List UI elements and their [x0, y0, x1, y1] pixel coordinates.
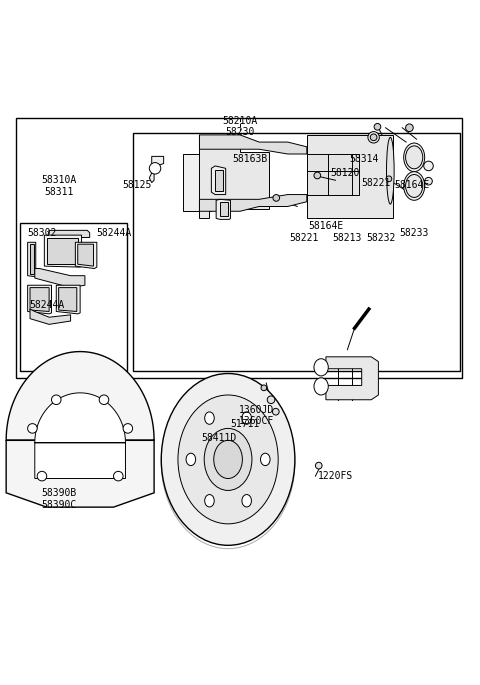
Circle shape — [123, 423, 132, 433]
Ellipse shape — [161, 373, 295, 545]
Circle shape — [315, 462, 322, 469]
Text: 58125: 58125 — [123, 180, 152, 190]
Bar — [307, 140, 390, 201]
Text: 58213: 58213 — [333, 233, 362, 242]
Polygon shape — [211, 166, 226, 195]
Ellipse shape — [178, 395, 278, 524]
Circle shape — [424, 161, 433, 171]
Polygon shape — [47, 238, 78, 264]
Bar — [20, 223, 127, 371]
Polygon shape — [6, 351, 154, 507]
Polygon shape — [30, 288, 49, 312]
Polygon shape — [220, 201, 228, 216]
Ellipse shape — [242, 495, 252, 507]
Circle shape — [114, 471, 123, 481]
Ellipse shape — [186, 453, 196, 466]
Ellipse shape — [314, 378, 328, 395]
Polygon shape — [48, 230, 90, 238]
Text: 58210A
58230: 58210A 58230 — [222, 116, 258, 138]
Circle shape — [267, 396, 275, 403]
Text: 1220FS: 1220FS — [318, 471, 353, 482]
Polygon shape — [326, 357, 378, 400]
Ellipse shape — [214, 440, 242, 479]
Polygon shape — [30, 309, 71, 325]
Text: 58314: 58314 — [349, 154, 379, 164]
Text: 58411D: 58411D — [201, 433, 236, 443]
Circle shape — [51, 395, 61, 405]
Polygon shape — [149, 156, 164, 183]
Text: 58390B
58390C: 58390B 58390C — [41, 488, 76, 510]
Polygon shape — [75, 242, 97, 269]
Circle shape — [273, 408, 279, 415]
Polygon shape — [59, 288, 77, 312]
Text: 58120: 58120 — [330, 169, 360, 178]
Polygon shape — [30, 244, 34, 274]
Text: 58164E: 58164E — [394, 180, 430, 190]
Text: 1360JD
1360CF: 1360JD 1360CF — [239, 405, 275, 426]
Ellipse shape — [204, 495, 214, 507]
Ellipse shape — [261, 453, 270, 466]
Polygon shape — [28, 242, 36, 277]
Circle shape — [406, 124, 413, 132]
Text: 58233: 58233 — [399, 228, 429, 238]
Polygon shape — [28, 285, 51, 314]
Ellipse shape — [404, 172, 425, 200]
Circle shape — [273, 195, 280, 201]
Ellipse shape — [242, 412, 252, 424]
Polygon shape — [183, 154, 211, 211]
Circle shape — [28, 423, 37, 433]
Polygon shape — [44, 235, 82, 267]
Polygon shape — [216, 199, 230, 219]
Text: 51711: 51711 — [230, 419, 260, 429]
Ellipse shape — [314, 359, 328, 376]
Circle shape — [368, 132, 379, 143]
Text: 58232: 58232 — [366, 233, 396, 242]
Circle shape — [37, 471, 47, 481]
Circle shape — [425, 177, 432, 185]
Circle shape — [99, 395, 109, 405]
Ellipse shape — [204, 412, 214, 424]
Polygon shape — [199, 195, 307, 211]
Circle shape — [370, 134, 377, 140]
Circle shape — [261, 385, 267, 390]
Ellipse shape — [406, 146, 423, 169]
Polygon shape — [35, 393, 125, 479]
Circle shape — [386, 176, 392, 182]
Text: 58310A
58311: 58310A 58311 — [41, 175, 76, 197]
Circle shape — [314, 172, 321, 179]
Bar — [132, 132, 459, 371]
Polygon shape — [56, 285, 80, 314]
Text: 58221: 58221 — [290, 233, 319, 242]
Polygon shape — [215, 170, 223, 190]
Polygon shape — [199, 135, 307, 154]
Text: 58221: 58221 — [361, 178, 391, 188]
Ellipse shape — [386, 137, 394, 204]
Polygon shape — [199, 135, 269, 219]
Circle shape — [149, 162, 161, 174]
Ellipse shape — [204, 428, 252, 490]
Circle shape — [374, 123, 381, 130]
Polygon shape — [35, 269, 85, 288]
Ellipse shape — [404, 143, 425, 172]
Bar — [16, 119, 462, 378]
Text: 58302: 58302 — [27, 228, 57, 238]
Polygon shape — [307, 135, 393, 219]
Text: 58164E: 58164E — [308, 221, 344, 231]
Text: 58244A: 58244A — [29, 299, 64, 310]
Polygon shape — [78, 244, 94, 266]
Text: 58244A: 58244A — [96, 228, 131, 238]
Text: 58163B: 58163B — [232, 154, 267, 164]
Ellipse shape — [406, 175, 423, 197]
